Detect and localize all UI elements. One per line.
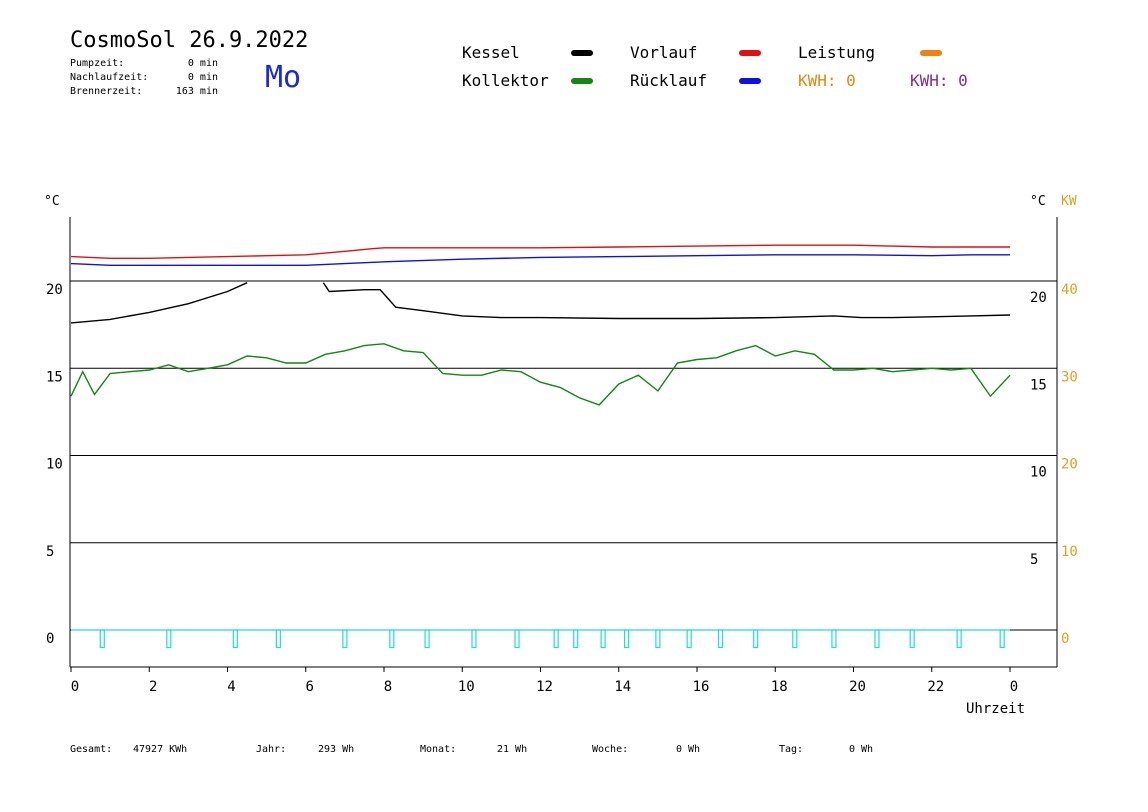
stat-label: Pumpzeit: bbox=[70, 58, 125, 69]
y-tick-label-kw: 30 bbox=[1061, 369, 1078, 385]
legend-ruecklauf-label: Rücklauf bbox=[630, 71, 708, 90]
series-leistung-pulse bbox=[600, 629, 606, 649]
stat-value: 0 min bbox=[187, 72, 218, 83]
x-tick-label: 0 bbox=[1010, 679, 1018, 695]
series-leistung-pulse bbox=[166, 629, 172, 649]
series-vorlauf-line bbox=[70, 244, 1010, 259]
y-tick-label-right: 20 bbox=[1030, 290, 1047, 306]
series-leistung-pulse bbox=[792, 629, 798, 649]
footer-gesamt-value: 47927 KWh bbox=[133, 744, 188, 755]
footer-tag-label: Tag: bbox=[779, 744, 804, 755]
legend-ruecklauf-swatch bbox=[739, 78, 761, 84]
series-leistung-pulse bbox=[514, 629, 520, 649]
y-tick-label-right: 5 bbox=[1030, 552, 1038, 568]
series-leistung-pulse bbox=[753, 629, 759, 649]
legend-kessel-label: Kessel bbox=[462, 43, 520, 62]
legend-kollektor-swatch bbox=[571, 78, 593, 84]
y-tick-label-kw: 10 bbox=[1061, 544, 1078, 560]
series-kollektor-line bbox=[70, 343, 1011, 406]
y-tick-label-left: 10 bbox=[46, 457, 63, 473]
series-leistung-pulse bbox=[956, 629, 962, 649]
series-leistung-pulse bbox=[573, 629, 579, 649]
series-leistung-pulse bbox=[99, 629, 105, 649]
x-tick-label: 16 bbox=[693, 679, 710, 695]
y-tick-label-right: 15 bbox=[1030, 377, 1047, 393]
legend-vorlauf-swatch bbox=[739, 50, 761, 56]
weekday-label: Mo bbox=[265, 60, 302, 95]
y-tick-label-left: 15 bbox=[46, 369, 63, 385]
series-leistung-pulse bbox=[342, 629, 348, 649]
x-tick-label: 18 bbox=[771, 679, 788, 695]
series-leistung-pulse bbox=[717, 629, 724, 649]
series-leistung-pulse bbox=[874, 629, 880, 649]
x-axis-label: Uhrzeit bbox=[966, 701, 1026, 717]
series-leistung-pulse bbox=[275, 629, 281, 649]
footer-gesamt-label: Gesamt: bbox=[70, 744, 113, 755]
series-leistung-pulse bbox=[686, 629, 692, 649]
x-tick-label: 0 bbox=[71, 679, 79, 695]
stat-nachlaufzeit: Nachlaufzeit: 0 min bbox=[70, 72, 218, 83]
y-axis-left-unit: °C bbox=[44, 194, 60, 209]
series-leistung-pulse bbox=[623, 629, 630, 649]
chart-labels: 0 2 4 6 8 10 12 14 16 18 20 22 0 20 15 10 5 0 20 15 10 5 40 30 2… bbox=[46, 282, 1078, 695]
y-axis-right-unit: °C bbox=[1030, 194, 1046, 209]
series-rcklauf-line bbox=[70, 254, 1010, 266]
stat-value: 163 min bbox=[175, 86, 218, 97]
legend-vorlauf-label: Vorlauf bbox=[630, 43, 698, 62]
chart-axes bbox=[69, 217, 1058, 672]
y-tick-label-kw: 0 bbox=[1061, 631, 1069, 647]
y-tick-label-kw: 40 bbox=[1061, 282, 1078, 298]
series-leistung-pulse bbox=[389, 629, 395, 649]
legend-kwh-solar: KWH: 0 bbox=[798, 71, 856, 90]
stat-label: Brennerzeit: bbox=[70, 86, 143, 97]
legend-kollektor-label: Kollektor bbox=[462, 71, 549, 90]
y-tick-label-kw: 20 bbox=[1061, 457, 1078, 473]
series-leistung-pulse bbox=[655, 629, 661, 649]
series-leistung-pulse bbox=[553, 629, 559, 649]
x-tick-label: 4 bbox=[227, 679, 235, 695]
y-tick-label-left: 5 bbox=[46, 544, 54, 560]
footer-monat-label: Monat: bbox=[420, 744, 457, 755]
y-tick-label-right: 10 bbox=[1030, 465, 1047, 481]
series-leistung-pulse bbox=[424, 629, 430, 649]
series-leistung-pulse bbox=[831, 629, 837, 649]
legend-kwh-boiler: KWH: 0 bbox=[910, 71, 968, 90]
series-kessel-line bbox=[70, 282, 1011, 324]
x-tick-label: 14 bbox=[614, 679, 631, 695]
x-tick-label: 22 bbox=[927, 679, 944, 695]
footer-monat-value: 21 Wh bbox=[497, 744, 528, 755]
x-tick-label: 20 bbox=[849, 679, 866, 695]
stat-brennerzeit: Brennerzeit: 163 min bbox=[70, 86, 218, 97]
chart-series bbox=[70, 244, 1011, 649]
x-tick-label: 12 bbox=[536, 679, 553, 695]
series-leistung-pulse bbox=[999, 629, 1005, 649]
footer-woche-value: 0 Wh bbox=[676, 744, 701, 755]
footer-woche-label: Woche: bbox=[592, 744, 629, 755]
x-tick-label: 6 bbox=[306, 679, 314, 695]
x-tick-label: 8 bbox=[384, 679, 392, 695]
footer-jahr-label: Jahr: bbox=[256, 744, 287, 755]
legend-kessel-swatch bbox=[571, 50, 593, 56]
x-tick-label: 10 bbox=[458, 679, 475, 695]
legend-leistung-swatch bbox=[920, 50, 942, 56]
stat-pumpzeit: Pumpzeit: 0 min bbox=[70, 58, 218, 69]
series-leistung-pulse bbox=[471, 629, 477, 649]
y-tick-label-left: 20 bbox=[46, 282, 63, 298]
legend-leistung-label: Leistung bbox=[798, 43, 876, 62]
chart-grid bbox=[70, 280, 1057, 631]
footer-tag-value: 0 Wh bbox=[849, 744, 874, 755]
y-tick-label-left: 0 bbox=[46, 631, 54, 647]
stat-label: Nachlaufzeit: bbox=[70, 72, 149, 83]
x-tick-label: 2 bbox=[149, 679, 157, 695]
series-leistung-pulse bbox=[232, 629, 238, 649]
footer-jahr-value: 293 Wh bbox=[318, 744, 355, 755]
chart-title: CosmoSol 26.9.2022 bbox=[70, 28, 309, 53]
stat-value: 0 min bbox=[187, 58, 218, 69]
y-axis-kw-unit: KW bbox=[1061, 194, 1077, 209]
series-leistung-pulse bbox=[909, 629, 915, 649]
